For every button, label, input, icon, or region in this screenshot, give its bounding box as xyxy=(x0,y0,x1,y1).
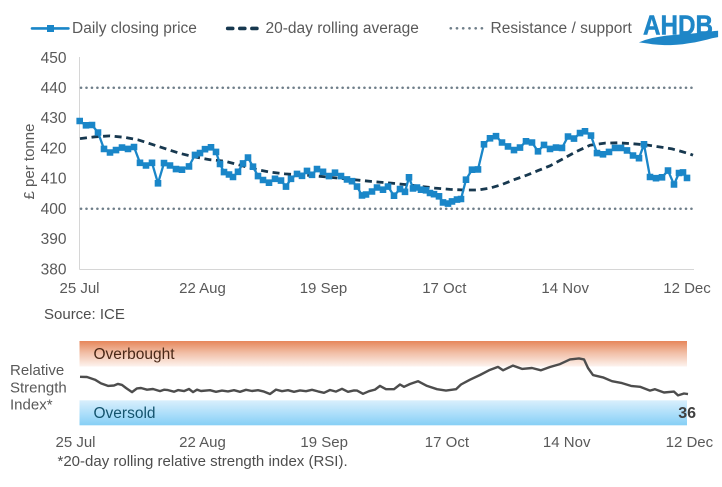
svg-text:19 Sep: 19 Sep xyxy=(300,434,348,451)
svg-text:25 Jul: 25 Jul xyxy=(55,434,95,451)
svg-text:25 Jul: 25 Jul xyxy=(59,280,99,297)
svg-text:*20-day rolling relative stren: *20-day rolling relative strength index … xyxy=(58,453,348,470)
svg-text:22 Aug: 22 Aug xyxy=(179,434,226,451)
svg-text:Daily closing price: Daily closing price xyxy=(72,20,197,37)
svg-text:420: 420 xyxy=(41,140,67,157)
svg-text:36: 36 xyxy=(678,405,696,422)
svg-text:450: 450 xyxy=(41,50,67,67)
svg-text:Relative: Relative xyxy=(10,362,64,379)
svg-text:380: 380 xyxy=(41,261,67,278)
svg-text:17 Oct: 17 Oct xyxy=(422,280,467,297)
svg-text:Index*: Index* xyxy=(10,397,53,414)
svg-text:390: 390 xyxy=(41,231,67,248)
svg-text:14 Nov: 14 Nov xyxy=(543,434,591,451)
svg-text:Resistance / support: Resistance / support xyxy=(491,20,633,37)
svg-text:14 Nov: 14 Nov xyxy=(541,280,589,297)
svg-text:Strength: Strength xyxy=(10,379,67,396)
svg-text:Overbought: Overbought xyxy=(94,346,176,363)
svg-text:440: 440 xyxy=(41,80,67,97)
svg-text:22 Aug: 22 Aug xyxy=(179,280,226,297)
svg-text:430: 430 xyxy=(41,110,67,127)
svg-text:19 Sep: 19 Sep xyxy=(300,280,348,297)
svg-text:£ per tonne: £ per tonne xyxy=(21,124,38,200)
svg-text:410: 410 xyxy=(41,171,67,188)
svg-text:20-day rolling average: 20-day rolling average xyxy=(266,20,419,37)
svg-text:12 Dec: 12 Dec xyxy=(666,434,714,451)
svg-text:Oversold: Oversold xyxy=(94,405,156,422)
svg-text:17 Oct: 17 Oct xyxy=(425,434,470,451)
svg-text:Source: ICE: Source: ICE xyxy=(44,306,125,323)
svg-text:12 Dec: 12 Dec xyxy=(663,280,711,297)
svg-text:400: 400 xyxy=(41,201,67,218)
